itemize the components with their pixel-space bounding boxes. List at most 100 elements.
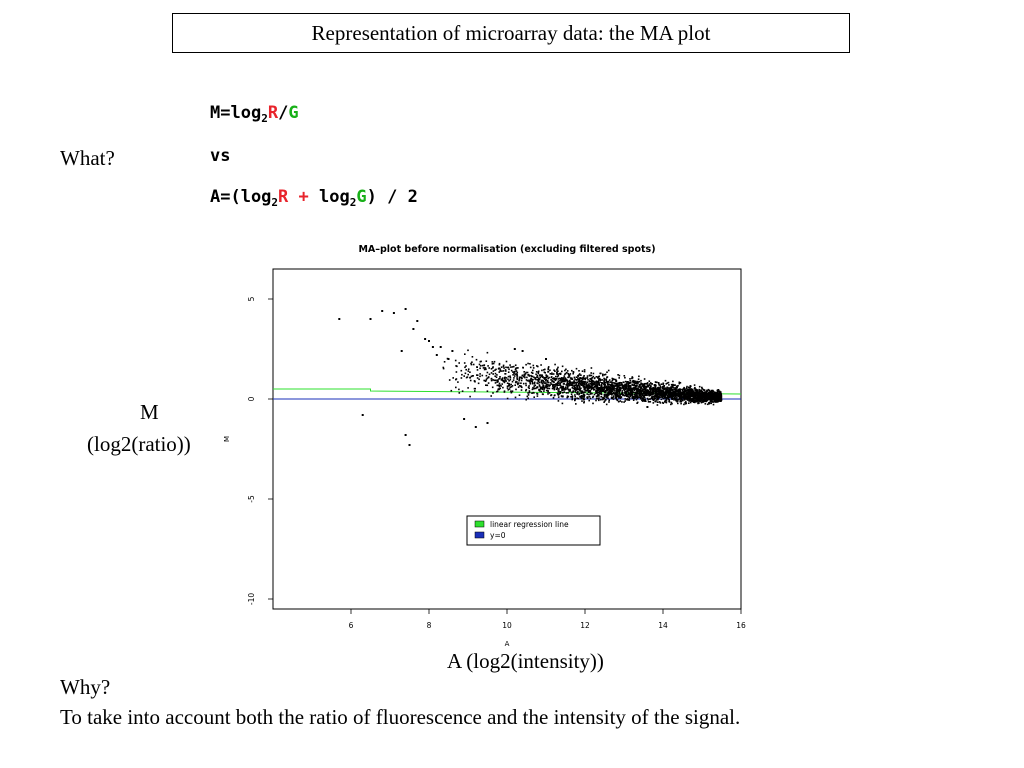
cloud-point (592, 386, 595, 389)
cloud-point (575, 376, 578, 378)
cloud-point (649, 388, 652, 391)
cloud-point (670, 403, 672, 406)
cloud-point (714, 400, 716, 403)
cloud-point (598, 390, 601, 393)
cloud-point (497, 388, 499, 391)
cloud-point (611, 394, 613, 396)
cloud-point (463, 375, 465, 377)
cloud-point (579, 377, 581, 379)
cloud-point (540, 390, 543, 393)
cloud-point (584, 391, 586, 393)
cloud-point (605, 379, 607, 382)
cloud-point (553, 394, 556, 397)
cloud-point (636, 380, 638, 383)
cloud-point (686, 391, 689, 393)
cloud-point (666, 386, 669, 389)
cloud-point (627, 384, 630, 387)
cloud-point (609, 387, 611, 389)
cloud-point (616, 394, 619, 397)
cloud-point (528, 387, 530, 390)
cloud-point (689, 397, 691, 400)
cloud-point (613, 392, 616, 395)
cloud-point (513, 365, 515, 368)
cloud-point (483, 368, 486, 371)
cloud-point (588, 374, 591, 377)
cloud-point (566, 370, 569, 372)
cloud-point (643, 391, 646, 394)
cloud-point (611, 377, 614, 380)
cloud-point (650, 391, 653, 394)
cloud-point (532, 386, 534, 389)
cloud-point (713, 397, 715, 400)
cloud-point (584, 389, 587, 392)
cloud-point (543, 386, 546, 389)
cloud-point (663, 391, 666, 393)
cloud-point (591, 377, 594, 379)
cloud-point (580, 396, 582, 399)
cloud-point (499, 387, 501, 390)
cloud-point (538, 384, 541, 386)
cloud-point (479, 375, 481, 378)
x-tick-label: 14 (658, 621, 668, 630)
cloud-point (551, 372, 553, 374)
cloud-point (529, 379, 532, 381)
cloud-point (614, 392, 617, 394)
cloud-point (547, 366, 550, 368)
cloud-point (520, 385, 522, 387)
cloud-point (697, 399, 699, 401)
cloud-point (671, 397, 673, 399)
cloud-point (591, 386, 593, 388)
cloud-point (506, 382, 509, 384)
cloud-point (611, 382, 613, 384)
cloud-point (575, 403, 577, 405)
cloud-point (698, 396, 701, 398)
cloud-point (479, 367, 481, 370)
cloud-point (574, 391, 577, 393)
cloud-point (458, 362, 460, 364)
cloud-point (476, 374, 479, 376)
cloud-point (668, 387, 670, 389)
formula-m-slash: / (278, 103, 289, 123)
cloud-point (615, 385, 617, 387)
cloud-point (463, 362, 466, 364)
cloud-point (515, 373, 518, 375)
cloud-point (635, 391, 638, 393)
cloud-point (476, 374, 478, 376)
cloud-point (599, 381, 601, 383)
cloud-point (518, 394, 521, 396)
cloud-point (647, 394, 650, 396)
cloud-point (618, 393, 620, 396)
cloud-point (583, 369, 586, 371)
cloud-point (487, 382, 490, 384)
cloud-point (670, 386, 673, 388)
cloud-point (652, 395, 655, 398)
cloud-point (575, 387, 577, 389)
cloud-point (619, 389, 621, 392)
cloud-point (628, 388, 630, 390)
cloud-point (635, 392, 638, 395)
cloud-point (643, 388, 645, 390)
cloud-point (632, 399, 635, 401)
cloud-point (609, 388, 611, 390)
cloud-point (628, 393, 630, 396)
cloud-point (561, 379, 564, 381)
cloud-point (500, 366, 503, 368)
cloud-point (609, 384, 611, 386)
cloud-point (550, 383, 553, 385)
cloud-point (695, 401, 697, 403)
formula-a: A=(log2R + log2G) / 2 (210, 187, 418, 209)
cloud-point (497, 380, 499, 383)
cloud-point (668, 396, 671, 399)
cloud-point (643, 392, 646, 395)
cloud-point (611, 380, 614, 382)
cloud-point (471, 361, 473, 363)
cloud-point (648, 384, 650, 386)
cloud-point (698, 388, 700, 391)
cloud-point (527, 392, 529, 394)
cloud-point (548, 376, 550, 379)
cloud-point (590, 380, 592, 383)
cloud-point (644, 394, 646, 396)
cloud-point (561, 402, 564, 405)
cloud-point (546, 379, 549, 382)
